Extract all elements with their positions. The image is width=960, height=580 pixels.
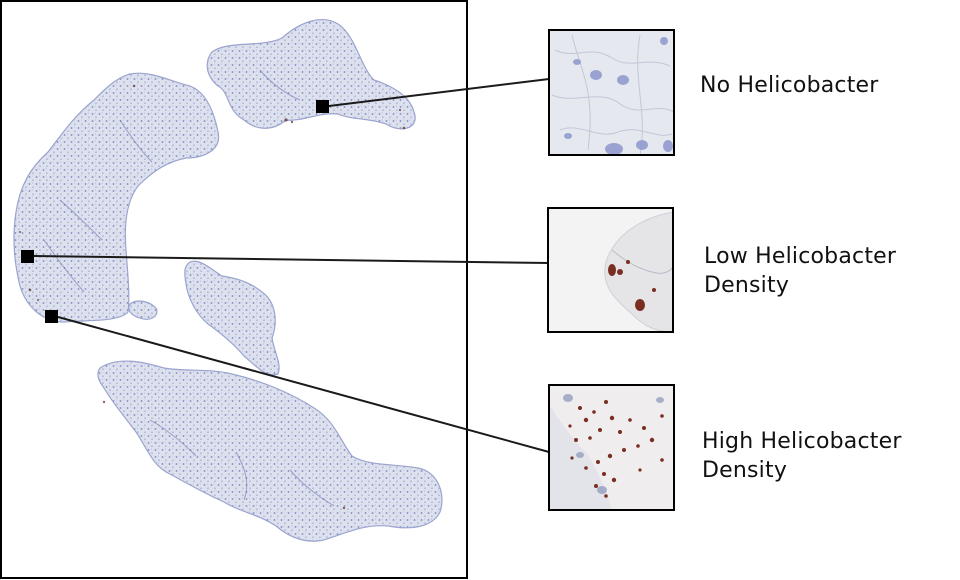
tissue-detail-strokes [43,69,335,507]
label-line: Density [702,458,788,483]
inset-no-helicobacter [548,29,675,156]
inset-high-density [548,384,675,511]
label-line: Density [704,273,790,298]
tissue-fragment-middle [184,260,280,376]
label-no-helicobacter: No Helicobacter [700,71,879,100]
tissue-fragment-bottom [97,360,443,542]
region-markers [21,100,329,323]
marker-none [316,100,329,113]
label-line: Low Helicobacter [704,244,897,269]
label-high-helicobacter-density: High Helicobacter Density [702,427,902,485]
connector-low [33,255,550,264]
marker-low [21,250,34,263]
label-line: High Helicobacter [702,429,902,454]
label-low-helicobacter-density: Low Helicobacter Density [704,242,896,300]
tissue-dab-speckles [19,84,406,510]
connector-lines [33,78,550,453]
connector-high [57,316,550,453]
label-line: No Helicobacter [700,73,879,98]
marker-high [45,310,58,323]
tissue-fragment-crescent [13,72,220,323]
inset-low-density [547,207,674,333]
tissue-fragment-speck [128,300,158,320]
connector-none [328,78,550,107]
